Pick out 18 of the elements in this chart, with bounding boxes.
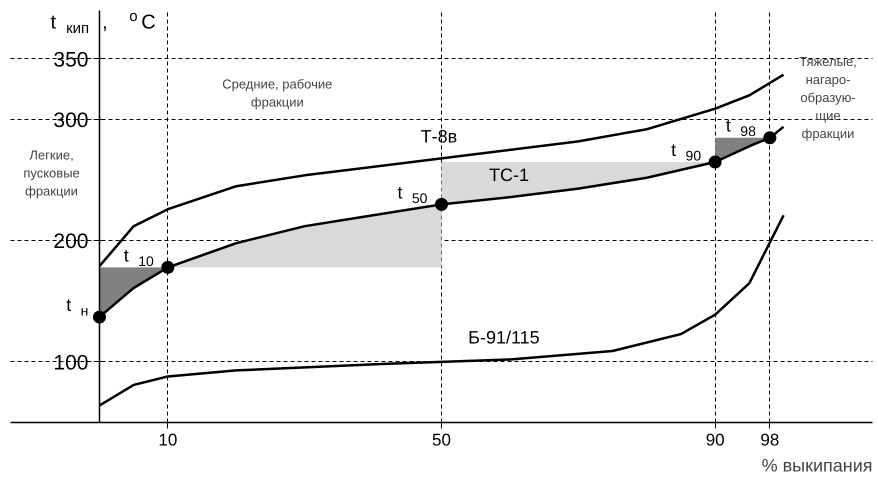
x-axis-title: % выкипания xyxy=(762,456,872,476)
y-tick-label: 350 xyxy=(53,48,88,72)
annotation: Средние, рабочие фракции xyxy=(222,76,332,110)
x-tick-label: 50 xyxy=(432,430,451,450)
series-label: ТС-1 xyxy=(489,165,530,186)
annotation: Легкие, пусковые фракции xyxy=(23,147,80,198)
y-tick-label: 100 xyxy=(53,351,88,374)
point xyxy=(435,198,448,211)
point xyxy=(763,131,776,144)
point xyxy=(708,155,722,168)
series-label: Т-8в xyxy=(420,126,458,146)
y-tick-label: 300 xyxy=(53,109,88,132)
series-label: Б-91/115 xyxy=(468,327,540,348)
y-tick-label: 200 xyxy=(53,230,88,254)
x-tick-label: 90 xyxy=(706,430,725,450)
x-tick-label: 98 xyxy=(760,430,780,450)
point xyxy=(161,260,174,274)
x-tick-label: 10 xyxy=(158,430,178,450)
